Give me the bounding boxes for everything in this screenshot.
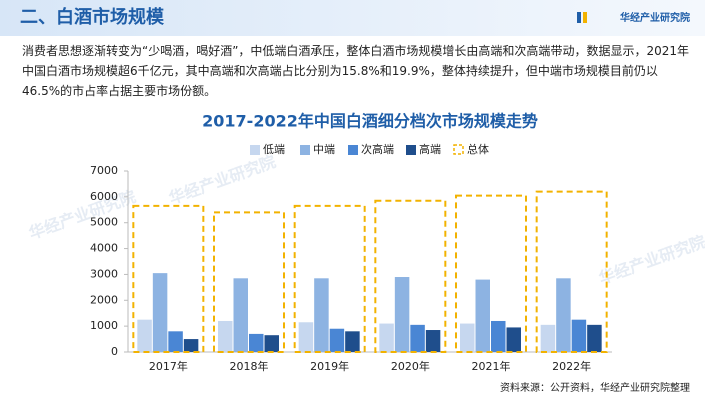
bar	[587, 324, 602, 352]
bar	[218, 320, 233, 352]
bar	[249, 333, 264, 352]
bar	[506, 327, 521, 352]
total-box	[213, 211, 285, 353]
bar	[298, 322, 314, 352]
brand: 华经产业研究院	[620, 11, 690, 24]
logo	[583, 12, 587, 23]
bar	[571, 319, 587, 352]
legend-label: 高端	[419, 142, 441, 156]
y-tick-label: 5000	[90, 216, 118, 229]
y-tick-label: 0	[111, 345, 118, 358]
y-tick-label: 4000	[90, 242, 118, 255]
total-box	[293, 204, 366, 353]
y-tick-label: 1000	[90, 319, 118, 332]
x-tick-label: 2018年	[230, 359, 269, 373]
y-tick-label: 6000	[90, 190, 118, 203]
bar	[491, 320, 506, 352]
total-box	[455, 194, 527, 353]
total-box	[132, 204, 205, 353]
bar	[264, 335, 279, 352]
x-tick-label: 2022年	[552, 359, 591, 373]
legend-swatch	[250, 145, 260, 155]
legend-label: 总体	[467, 142, 489, 156]
bar	[379, 323, 394, 352]
x-tick-label: 2020年	[391, 359, 430, 373]
bar	[137, 319, 152, 352]
watermark: 华经产业研究院	[596, 232, 705, 288]
x-tick-label: 2021年	[472, 359, 511, 373]
x-tick-label: 2019年	[310, 359, 349, 373]
bar	[394, 277, 410, 352]
watermark: 华经产业研究院	[166, 152, 278, 208]
x-tick-label: 2017年	[149, 359, 188, 373]
bar	[460, 323, 475, 352]
bar	[475, 279, 490, 352]
legend-swatch	[453, 144, 464, 155]
chart-title: 2017-2022年中国白酒细分档次市场规模走势	[202, 112, 538, 131]
header-bar	[0, 0, 705, 36]
bar	[168, 331, 183, 352]
legend-label: 次高端	[361, 142, 394, 156]
logo	[577, 12, 581, 23]
bar	[183, 339, 199, 352]
legend-label: 低端	[263, 143, 285, 156]
y-tick-label: 3000	[90, 267, 118, 280]
total-box	[535, 190, 608, 353]
header-title: 二、白酒市场规模	[20, 6, 165, 28]
y-tick-label: 7000	[90, 164, 118, 177]
bar	[540, 324, 556, 352]
legend-swatch	[348, 145, 358, 155]
legend-label: 中端	[313, 143, 335, 156]
total-box	[374, 199, 447, 353]
bar	[329, 328, 345, 352]
legend-swatch	[300, 145, 310, 155]
bar	[152, 273, 168, 352]
bar	[425, 330, 441, 352]
bar	[314, 278, 329, 352]
bar	[233, 278, 248, 352]
source: 资料来源：公开资料，华经产业研究院整理	[500, 381, 690, 394]
bar	[556, 278, 571, 352]
paragraph: 消费者思想逐渐转变为“少喝酒，喝好酒”，中低端白酒承压，整体白酒市场规模增长由高…	[22, 44, 689, 98]
watermark: 华经产业研究院	[26, 187, 138, 243]
bar	[345, 331, 360, 352]
y-tick-label: 2000	[90, 293, 118, 306]
bar	[410, 324, 425, 352]
legend-swatch	[406, 145, 416, 155]
